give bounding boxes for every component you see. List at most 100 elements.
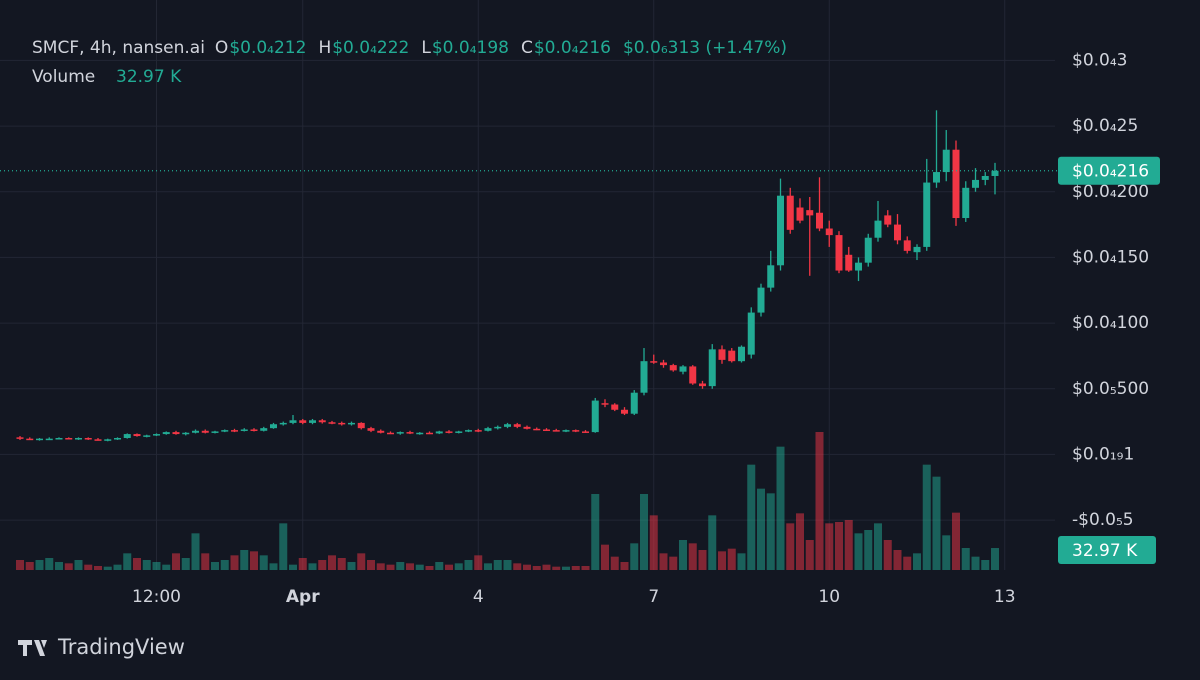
volume-bar: [815, 432, 824, 570]
x-tick-label: Apr: [286, 587, 320, 607]
candle-body: [835, 235, 843, 271]
volume-bar: [922, 464, 931, 570]
legend-value: $0.0₄198: [432, 38, 509, 58]
volume-badge-label: 32.97 K: [1072, 541, 1138, 561]
volume-bar: [610, 556, 619, 570]
volume-bar: [591, 494, 600, 570]
volume-bar: [913, 553, 921, 570]
candle-body: [864, 237, 872, 263]
y-tick-label: $0.0₄3: [1072, 50, 1127, 70]
brand: TradingView: [18, 635, 185, 659]
brand-logo: [18, 640, 47, 656]
candle-body: [211, 431, 219, 433]
volume-pane: [16, 432, 999, 570]
candle-body: [884, 215, 892, 225]
candle-body: [738, 346, 745, 362]
candle-body: [523, 426, 531, 429]
candle-body: [192, 430, 199, 433]
y-tick-label: $0.0₄200: [1072, 182, 1149, 202]
volume-bar: [640, 494, 648, 570]
volume-bar: [357, 553, 366, 570]
candle-body: [611, 404, 619, 410]
candle-body: [630, 392, 638, 414]
volume-bar: [883, 540, 892, 570]
volume-bar: [893, 550, 902, 570]
candle-body: [260, 428, 268, 431]
candle-body: [221, 430, 229, 432]
legend-value: $0.0₄216: [534, 38, 611, 58]
candle-body: [299, 420, 307, 423]
volume-bar: [406, 563, 414, 570]
candle-body: [250, 429, 258, 431]
volume-bar: [659, 553, 668, 570]
candle-body: [777, 195, 784, 266]
volume-bar: [279, 523, 288, 570]
volume-bar: [601, 544, 609, 570]
volume-bar: [766, 493, 775, 570]
candle-body: [416, 432, 424, 435]
candle-body: [435, 431, 443, 434]
volume-bar: [942, 535, 951, 570]
volume-bar: [835, 522, 843, 570]
x-tick-label: 7: [648, 587, 659, 607]
candle-body: [572, 430, 580, 432]
candle-body: [504, 424, 511, 427]
legend-key: C: [521, 38, 533, 58]
volume-bar: [337, 558, 346, 570]
last-price-label: $0.0₄216: [1072, 162, 1149, 182]
volume-bar: [474, 555, 483, 570]
volume-bar: [864, 530, 873, 570]
volume-bar: [376, 563, 385, 570]
volume-bar: [679, 540, 687, 570]
y-tick-label: -$0.0₅5: [1072, 510, 1134, 530]
volume-bar: [328, 555, 336, 570]
volume-bar: [805, 540, 814, 570]
volume-bar: [737, 553, 746, 570]
candle-body: [201, 430, 209, 433]
legend-value: $0.0₄222: [332, 38, 409, 58]
candle-body: [689, 366, 697, 384]
candle-body: [484, 428, 492, 431]
volume-bar: [971, 556, 980, 570]
candle-body: [582, 431, 589, 433]
legend-key: H: [318, 38, 331, 58]
candle-body: [357, 422, 365, 429]
candle-body: [874, 220, 882, 238]
volume-bar: [796, 513, 804, 570]
volume-bar: [552, 566, 561, 570]
legend: SMCF, 4h, nansen.ai Volume 32.97 K O $0.0…: [32, 38, 787, 87]
candle-body: [562, 430, 570, 432]
volume-bar: [64, 563, 73, 570]
volume-bar: [542, 564, 551, 570]
candle-body: [143, 435, 151, 437]
volume-bar: [747, 464, 756, 570]
volume-bar: [464, 560, 473, 570]
volume-bar: [669, 556, 678, 570]
candle-body: [767, 265, 775, 288]
candle-body: [240, 429, 248, 431]
candle-body: [796, 207, 804, 221]
candle-body: [660, 362, 667, 366]
volume-bar: [484, 563, 492, 570]
volume-bar: [25, 562, 34, 570]
legend-key: O: [215, 38, 228, 58]
legend-key: L: [421, 38, 431, 58]
candle-body: [36, 438, 43, 441]
y-tick-label: $0.0₄100: [1072, 313, 1149, 333]
volume-bar: [727, 548, 736, 570]
candle-body: [55, 438, 63, 440]
candle-body: [913, 246, 921, 253]
volume-bar: [776, 446, 785, 570]
y-tick-label: $0.0₅500: [1072, 379, 1149, 399]
candle-body: [445, 431, 453, 433]
volume-bar: [493, 560, 502, 570]
volume-bar: [318, 560, 327, 570]
candle-body: [84, 438, 92, 440]
volume-bar: [35, 560, 44, 570]
volume-bar: [903, 556, 912, 570]
volume-bar: [688, 543, 697, 570]
candle-body: [933, 172, 940, 183]
volume-bar: [162, 564, 171, 570]
candle-body: [816, 212, 823, 229]
